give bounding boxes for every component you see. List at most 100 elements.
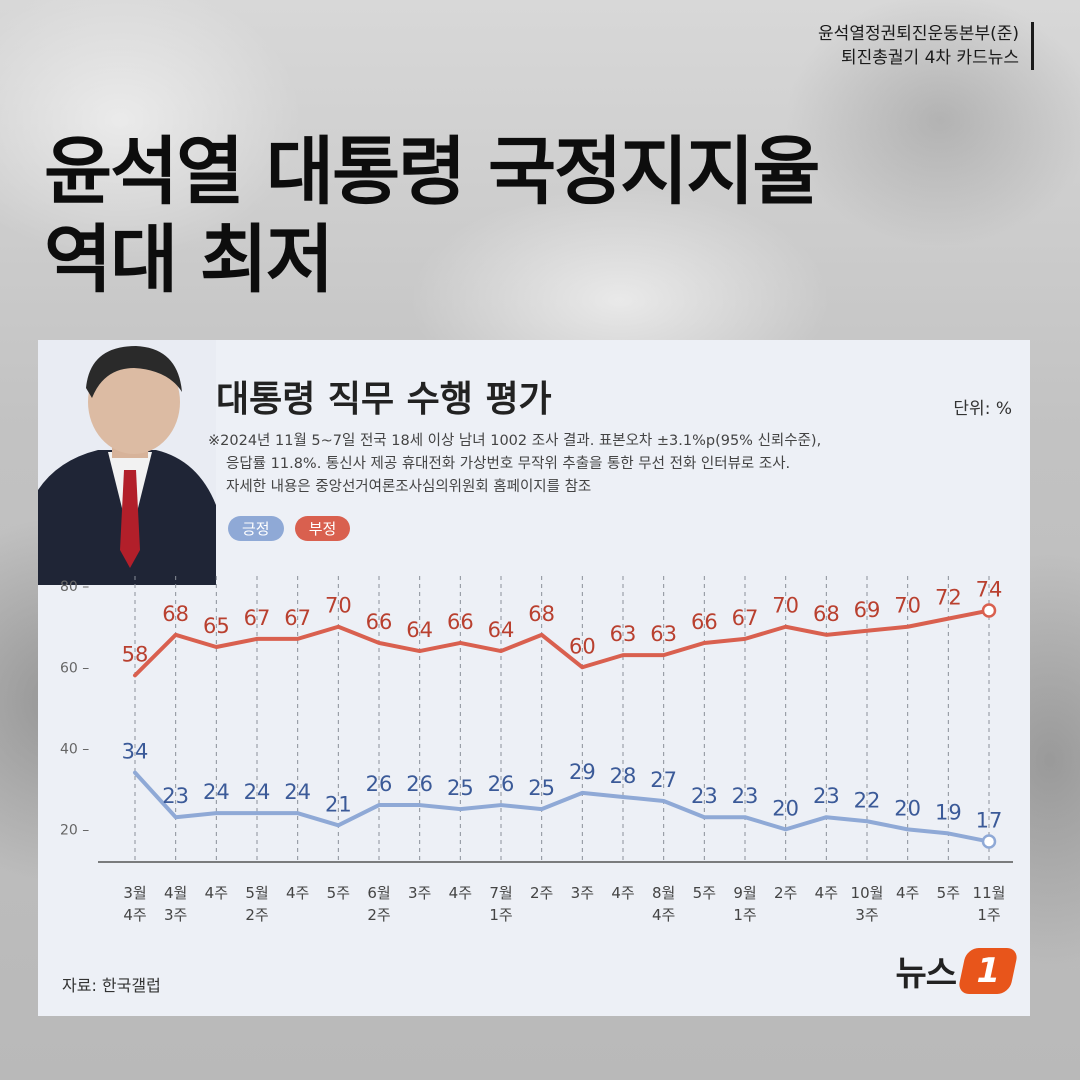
data-label: 70 [772,594,799,618]
chart-title: 대통령 직무 수행 평가 [216,379,552,420]
data-label: 28 [610,764,637,788]
x-tick-label: 5주 [693,884,716,902]
x-tick-label: 8월 [652,884,675,902]
x-tick-label: 3주 [855,906,878,924]
data-label: 68 [528,602,555,626]
x-tick-label: 4월 [164,884,187,902]
series-end-marker [981,834,997,849]
headline: 윤석열 대통령 국정지지율 역대 최저 [44,128,820,304]
x-tick-label: 1주 [977,906,1000,924]
data-label: 70 [325,594,352,618]
x-tick-label: 2주 [245,906,268,924]
x-tick-label: 2주 [774,884,797,902]
source-label: 자료: 한국갤럽 [62,976,161,995]
data-label: 22 [854,788,881,812]
data-label: 26 [366,772,393,796]
x-tick-label: 5주 [327,884,350,902]
data-label: 72 [935,586,962,610]
series-line-negative [133,608,991,678]
data-label: 60 [569,634,596,658]
x-tick-label: 6월 [367,884,390,902]
x-tick-label: 1주 [733,906,756,924]
president-photo [38,340,216,585]
data-label: 23 [691,784,718,808]
data-label: 58 [122,642,149,666]
data-label: 20 [772,796,799,820]
data-label: 23 [813,784,840,808]
x-tick-label: 4주 [286,884,309,902]
headline-line-1: 윤석열 대통령 국정지지율 [44,129,820,215]
note-line-1: ※2024년 11월 5~7일 전국 18세 이상 남녀 1002 조사 결과.… [208,433,822,449]
logo-text: 뉴스 [895,954,957,994]
organization-label: 윤석열정권퇴진운동본부(준) 퇴진총궐기 4차 카드뉴스 [818,22,1034,70]
data-label: 24 [284,780,311,804]
x-tick-label: 3월 [123,884,146,902]
approval-line-chart: 20 – 40 – 60 – 80 – 34 23 24 24 24 21 26 26 25 26 25 29… [60,576,1013,924]
data-label: 17 [976,809,1003,833]
x-tick-label: 11월 [973,884,1006,902]
data-label: 29 [569,760,596,784]
series-line-positive [133,770,991,844]
data-label: 24 [244,780,271,804]
x-tick-label: 3주 [408,884,431,902]
y-tick-label: 40 – [60,741,89,757]
data-label: 68 [162,602,189,626]
data-label: 25 [447,776,474,800]
x-tick-label: 9월 [733,884,756,902]
x-tick-label: 5주 [937,884,960,902]
x-tick-label: 3주 [571,884,594,902]
x-tick-label: 7월 [489,884,512,902]
data-label: 70 [894,594,921,618]
data-label: 20 [894,796,921,820]
x-tick-label: 4주 [611,884,634,902]
org-line-2: 퇴진총궐기 4차 카드뉴스 [840,48,1019,68]
org-line-1: 윤석열정권퇴진운동본부(준) [818,24,1019,44]
data-label: 25 [528,776,555,800]
data-label: 21 [325,792,352,816]
survey-notes: ※2024년 11월 5~7일 전국 18세 이상 남녀 1002 조사 결과.… [208,430,1008,499]
x-tick-label: 4주 [896,884,919,902]
data-label: 68 [813,602,840,626]
note-line-2: 응답률 11.8%. 통신사 제공 휴대전화 가상번호 무작위 추출을 통한 무… [226,456,791,472]
x-tick-label: 4주 [652,906,675,924]
x-tick-label: 4주 [205,884,228,902]
x-tick-label: 2주 [367,906,390,924]
logo-mark: 1 [957,947,1019,994]
series-end-marker [981,603,997,618]
y-tick-label: 60 – [60,660,89,676]
data-label: 23 [732,784,759,808]
data-label: 27 [650,768,677,792]
president-photo-icon [38,346,216,585]
x-tick-label: 3주 [164,906,187,924]
chart-card: 대통령 직무 수행 평가 단위: % ※2024년 11월 5~7일 전국 18… [38,340,1030,1016]
x-tick-label: 4주 [449,884,472,902]
data-label: 66 [447,610,474,634]
x-tick-label: 5월 [245,884,268,902]
data-label: 64 [406,618,433,642]
data-label: 24 [203,780,230,804]
legend-positive: 긍정 [228,516,284,541]
data-label: 74 [976,578,1003,602]
data-label: 26 [406,772,433,796]
data-label: 67 [244,606,271,630]
x-tick-label: 1주 [489,906,512,924]
x-tick-label: 2주 [530,884,553,902]
x-tick-label: 10월 [851,884,884,902]
data-label: 66 [366,610,393,634]
data-label: 69 [854,598,881,622]
y-tick-label: 80 – [60,579,89,595]
x-tick-label: 4주 [123,906,146,924]
legend: 긍정 부정 [228,516,356,541]
data-label: 65 [203,614,230,638]
data-label: 67 [732,606,759,630]
news1-logo: 뉴스 1 [895,946,1019,995]
y-tick-label: 20 – [60,822,89,838]
data-label: 34 [122,740,149,764]
data-label: 63 [610,622,637,646]
headline-line-2: 역대 최저 [44,217,334,303]
unit-label: 단위: % [953,399,1012,419]
data-label: 64 [488,618,515,642]
data-label: 26 [488,772,515,796]
data-label: 19 [935,800,962,824]
legend-negative: 부정 [294,516,351,541]
